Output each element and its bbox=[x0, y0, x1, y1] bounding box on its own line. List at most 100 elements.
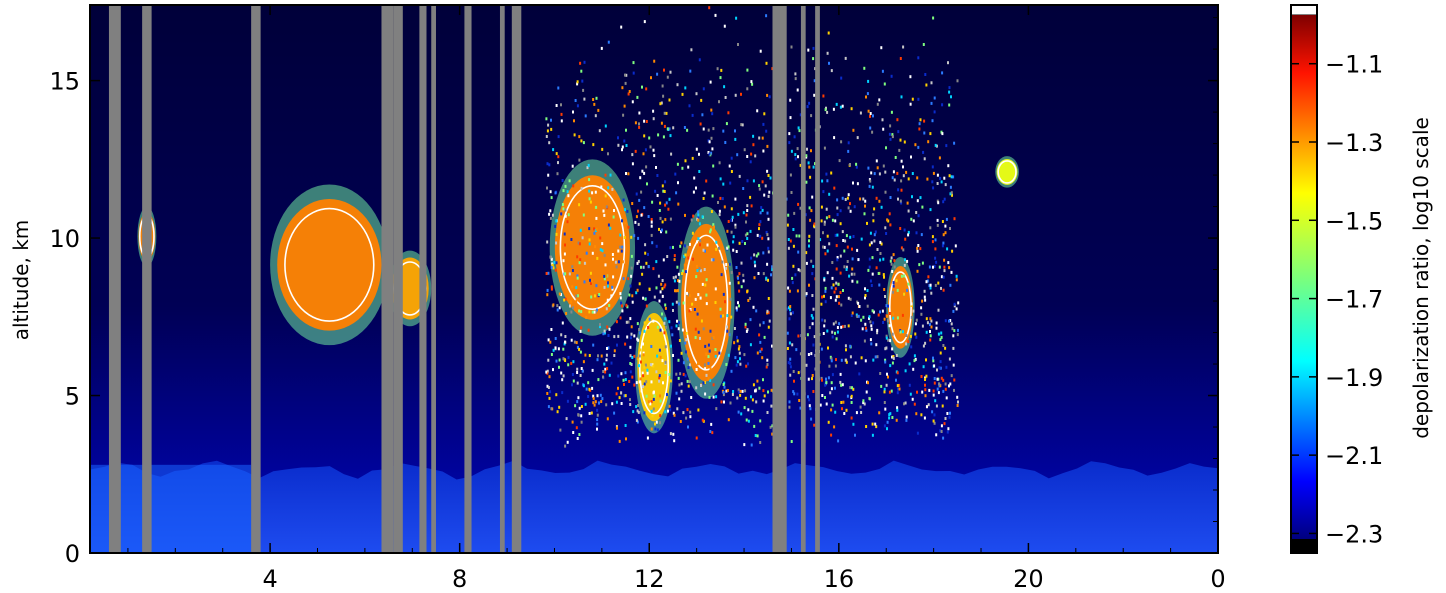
noise-speck bbox=[862, 401, 865, 405]
noise-speck bbox=[655, 420, 658, 424]
noise-speck bbox=[635, 192, 638, 196]
noise-speck bbox=[811, 316, 814, 320]
noise-speck bbox=[749, 318, 752, 322]
noise-speck bbox=[824, 252, 827, 256]
noise-speck bbox=[677, 181, 679, 185]
noise-speck bbox=[646, 182, 648, 186]
noise-speck bbox=[632, 61, 635, 65]
noise-speck bbox=[759, 419, 762, 423]
noise-speck bbox=[890, 256, 893, 260]
noise-speck bbox=[737, 410, 740, 414]
noise-speck bbox=[663, 190, 666, 193]
noise-speck bbox=[827, 31, 830, 35]
noise-speck bbox=[672, 245, 674, 249]
noise-speck bbox=[889, 196, 892, 199]
noise-speck bbox=[879, 372, 882, 375]
noise-speck bbox=[878, 199, 881, 203]
noise-speck bbox=[827, 420, 830, 424]
noise-speck bbox=[889, 124, 892, 128]
noise-speck bbox=[564, 297, 567, 301]
noise-speck bbox=[850, 416, 853, 420]
noise-speck bbox=[794, 157, 797, 161]
noise-speck bbox=[939, 429, 942, 433]
noise-speck bbox=[730, 230, 733, 234]
noise-speck bbox=[554, 191, 557, 195]
missing-data-column bbox=[251, 5, 261, 553]
noise-speck bbox=[887, 319, 889, 323]
noise-speck bbox=[737, 388, 740, 392]
noise-speck bbox=[670, 326, 673, 330]
noise-speck bbox=[688, 380, 691, 384]
noise-speck bbox=[820, 376, 823, 380]
noise-speck bbox=[731, 215, 734, 219]
noise-speck bbox=[606, 367, 609, 371]
noise-speck bbox=[592, 401, 595, 405]
noise-speck bbox=[879, 252, 882, 255]
noise-speck bbox=[896, 171, 899, 175]
noise-speck bbox=[627, 225, 630, 229]
noise-speck bbox=[938, 366, 941, 370]
noise-speck bbox=[914, 332, 917, 336]
noise-speck bbox=[557, 161, 559, 165]
noise-speck bbox=[876, 166, 879, 170]
noise-speck bbox=[554, 346, 557, 350]
cloud-contour bbox=[888, 271, 912, 344]
noise-speck bbox=[941, 71, 944, 75]
noise-speck bbox=[857, 301, 860, 305]
noise-speck bbox=[850, 107, 853, 111]
noise-speck bbox=[876, 248, 879, 251]
noise-speck bbox=[863, 402, 866, 406]
noise-speck bbox=[753, 424, 756, 428]
noise-speck bbox=[831, 218, 834, 222]
noise-speck bbox=[749, 229, 752, 233]
noise-speck bbox=[697, 293, 700, 297]
noise-speck bbox=[831, 276, 834, 280]
noise-speck bbox=[685, 338, 688, 342]
noise-speck bbox=[573, 133, 576, 137]
noise-speck bbox=[869, 320, 872, 324]
noise-speck bbox=[931, 235, 934, 239]
noise-speck bbox=[694, 327, 697, 331]
noise-speck bbox=[930, 319, 933, 323]
noise-speck bbox=[668, 404, 671, 408]
noise-speck bbox=[957, 328, 959, 332]
noise-speck bbox=[546, 129, 549, 133]
noise-speck bbox=[916, 176, 919, 180]
noise-speck bbox=[566, 440, 569, 444]
noise-speck bbox=[830, 286, 833, 290]
noise-speck bbox=[651, 414, 654, 418]
noise-speck bbox=[745, 220, 747, 224]
noise-speck bbox=[948, 174, 951, 178]
noise-speck bbox=[620, 372, 623, 376]
noise-speck bbox=[681, 272, 684, 275]
missing-data-column bbox=[381, 5, 394, 553]
noise-speck bbox=[738, 345, 741, 349]
noise-speck bbox=[877, 313, 880, 317]
noise-speck bbox=[904, 401, 907, 405]
noise-speck bbox=[556, 304, 559, 308]
noise-speck bbox=[591, 368, 594, 372]
noise-speck bbox=[900, 95, 903, 99]
noise-speck bbox=[614, 260, 617, 264]
noise-speck bbox=[711, 112, 714, 116]
noise-speck bbox=[788, 400, 791, 404]
noise-speck bbox=[642, 385, 644, 389]
noise-speck bbox=[582, 360, 585, 364]
noise-speck bbox=[885, 304, 888, 308]
noise-speck bbox=[797, 268, 800, 272]
noise-speck bbox=[860, 318, 863, 322]
noise-speck bbox=[676, 83, 679, 87]
noise-speck bbox=[707, 362, 710, 365]
noise-speck bbox=[672, 432, 675, 436]
noise-speck bbox=[889, 339, 892, 343]
noise-speck bbox=[576, 276, 579, 280]
noise-speck bbox=[767, 297, 770, 300]
noise-speck bbox=[691, 302, 694, 306]
noise-speck bbox=[594, 190, 597, 194]
noise-speck bbox=[605, 205, 608, 209]
noise-speck bbox=[664, 180, 667, 184]
noise-speck bbox=[847, 193, 850, 197]
noise-speck bbox=[883, 82, 886, 86]
noise-speck bbox=[579, 350, 582, 354]
noise-speck bbox=[573, 340, 576, 344]
